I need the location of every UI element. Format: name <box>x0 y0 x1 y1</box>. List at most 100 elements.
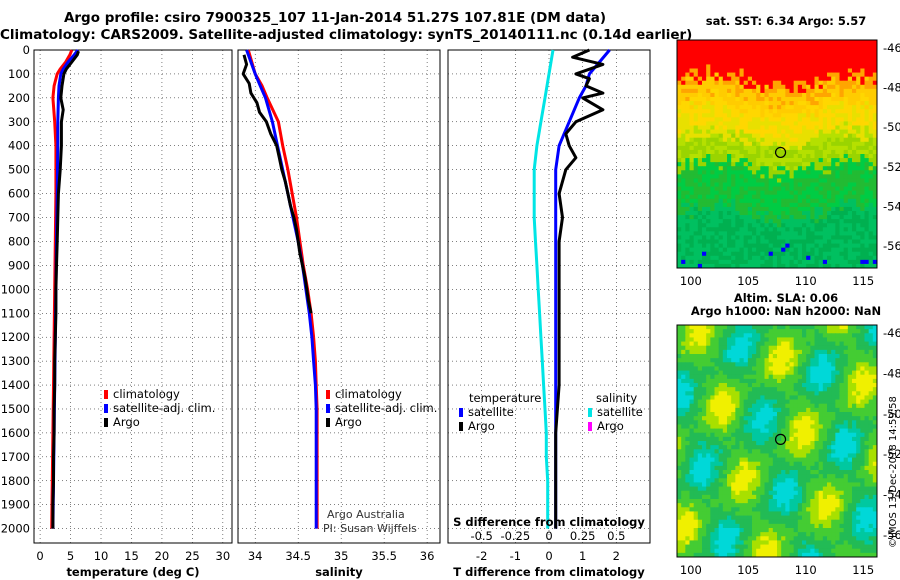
map-y-tick: -52 <box>883 160 900 174</box>
x-tick-label: 36 <box>420 549 435 563</box>
y-tick-label: 1900 <box>1 498 30 512</box>
y-tick-label: 1500 <box>1 402 30 416</box>
x-tick-label: 5 <box>67 549 74 563</box>
map-y-tick: -46 <box>883 326 900 340</box>
legend-swatch <box>459 408 463 417</box>
legend-swatch <box>326 404 330 413</box>
legend-label: Argo <box>335 415 362 429</box>
legend-label: Argo <box>468 419 495 433</box>
map-y-tick: -46 <box>883 41 900 55</box>
sst-map <box>677 40 878 269</box>
x-tick-label: 35 <box>334 549 349 563</box>
x-tick-label: 25 <box>185 549 200 563</box>
series-line-argo <box>241 54 313 314</box>
argo-position-marker <box>774 146 787 159</box>
y-tick-label: 200 <box>8 91 30 105</box>
legend-label: climatology <box>335 387 402 401</box>
legend-label: satellite <box>468 405 514 419</box>
legend-swatch <box>326 418 330 427</box>
top-tick-label: 0.5 <box>607 529 625 543</box>
x-tick-label: 1 <box>579 549 586 563</box>
legend-label: satellite-adj. clim. <box>113 401 215 415</box>
sla-map-title: Altim. SLA: 0.06 <box>733 291 839 305</box>
map-x-tick: 110 <box>795 274 817 288</box>
x-axis-label: salinity <box>315 565 363 579</box>
legend-label: climatology <box>113 387 180 401</box>
x-tick-label: 34 <box>248 549 263 563</box>
sla-map-subtitle: Argo h1000: NaN h2000: NaN <box>690 304 882 318</box>
map-y-tick: -52 <box>883 447 900 461</box>
map-y-tick: -56 <box>883 239 900 253</box>
y-tick-label: 1100 <box>1 306 30 320</box>
sst-map-title: sat. SST: 6.34 Argo: 5.57 <box>705 14 867 28</box>
legend-swatch <box>104 404 108 413</box>
series-line-argo <box>51 50 80 529</box>
top-tick-label: -0.25 <box>500 529 530 543</box>
y-tick-label: 1300 <box>1 354 30 368</box>
x-axis-label: temperature (deg C) <box>66 565 199 579</box>
signature-line1: Argo Australia <box>327 508 405 521</box>
x-tick-label: -2 <box>476 549 487 563</box>
legend-swatch <box>104 390 108 399</box>
x-tick-label: -1 <box>510 549 521 563</box>
series-line-satellite-salinity- <box>532 49 555 529</box>
x-tick-label: 34.5 <box>285 549 311 563</box>
map-x-tick: 100 <box>680 563 702 577</box>
plot-frame <box>447 49 651 544</box>
chart-title-line2: Climatology: CARS2009. Satellite-adjuste… <box>0 27 693 43</box>
y-tick-label: 1400 <box>1 378 30 392</box>
plot-frame <box>33 49 233 544</box>
sla-map-frame <box>676 324 878 558</box>
legend-header-salinity: salinity <box>596 391 637 405</box>
y-tick-label: 0 <box>23 43 30 57</box>
y-tick-label: 1000 <box>1 282 30 296</box>
legend-label: satellite-adj. clim. <box>335 401 437 415</box>
legend-swatch <box>588 408 592 417</box>
legend-label: Argo <box>113 415 140 429</box>
map-y-tick: -54 <box>883 487 900 501</box>
top-tick-label: 0.25 <box>570 529 596 543</box>
map-y-tick: -50 <box>883 120 900 134</box>
y-tick-label: 700 <box>8 211 30 225</box>
top-tick-label: -0.5 <box>470 529 492 543</box>
x-tick-label: 10 <box>94 549 109 563</box>
legend-header-temperature: temperature <box>469 391 541 405</box>
y-tick-label: 1700 <box>1 450 30 464</box>
top-tick-label: 0 <box>545 529 552 543</box>
map-y-tick: -48 <box>883 366 900 380</box>
x-tick-label: 2 <box>613 549 620 563</box>
map-x-tick: 115 <box>852 563 874 577</box>
map-x-tick: 100 <box>680 274 702 288</box>
legend-swatch <box>104 418 108 427</box>
chart-title-line1: Argo profile: csiro 7900325_107 11-Jan-2… <box>63 10 607 26</box>
series-line-argo <box>554 48 605 529</box>
x-tick-label: 30 <box>216 549 231 563</box>
legend-label: satellite <box>597 405 643 419</box>
legend-swatch <box>459 422 463 431</box>
y-tick-label: 1200 <box>1 330 30 344</box>
legend-swatch <box>326 390 330 399</box>
x-tick-label: 20 <box>155 549 170 563</box>
map-x-tick: 110 <box>795 563 817 577</box>
y-tick-label: 600 <box>8 187 30 201</box>
x-tick-label: 35.5 <box>371 549 397 563</box>
x-tick-label: 15 <box>124 549 139 563</box>
map-x-tick: 115 <box>852 274 874 288</box>
y-tick-label: 100 <box>8 67 30 81</box>
sst-map-frame <box>676 39 878 269</box>
legend-label: Argo <box>597 419 624 433</box>
x-axis-label: T difference from climatology <box>453 565 645 579</box>
y-tick-label: 400 <box>8 139 30 153</box>
map-x-tick: 105 <box>737 563 759 577</box>
argo-position-marker <box>774 433 787 445</box>
sla-map <box>677 325 878 558</box>
y-tick-label: 1800 <box>1 474 30 488</box>
y-tick-label: 900 <box>8 258 30 272</box>
legend-swatch <box>588 422 592 431</box>
y-tick-label: 2000 <box>1 522 30 536</box>
x-tick-label: 0 <box>545 549 552 563</box>
x-tick-label: 0 <box>36 549 43 563</box>
y-tick-label: 1600 <box>1 426 30 440</box>
map-y-tick: -54 <box>883 200 900 214</box>
